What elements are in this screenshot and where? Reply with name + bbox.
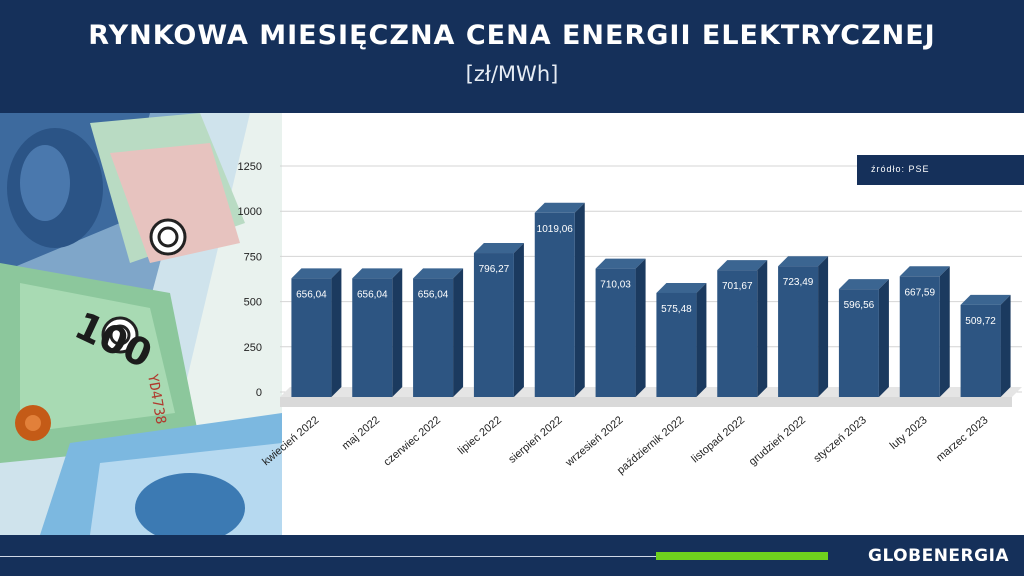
bar-top: [778, 256, 829, 267]
bar-front: [352, 278, 393, 397]
x-tick-label: styczeń 2023: [811, 414, 868, 465]
bar-side: [574, 202, 585, 397]
x-tick-label: grudzień 2022: [747, 414, 808, 468]
x-tick-label: lipiec 2022: [456, 414, 504, 457]
bar-value-label: 701,67: [722, 281, 753, 292]
bar-value-label: 667,59: [904, 287, 935, 298]
bars: 656,04 656,04 656,04 796,27 1019,06 710,03 575…: [291, 202, 1011, 397]
floor-surface: [280, 387, 1022, 397]
bar: 723,49: [778, 256, 829, 397]
bar: 575,48: [656, 282, 707, 397]
x-tick-label: wrzesień 2022: [563, 414, 626, 469]
bar-value-label: 509,72: [965, 316, 996, 327]
bar: 656,04: [352, 268, 403, 397]
bar-top: [413, 268, 464, 279]
y-axis-ticks: 0 250 500 750 1000 1250: [238, 161, 262, 399]
footer-bar: GLOBENERGIA: [0, 535, 1024, 576]
y-tick-label: 250: [244, 342, 262, 354]
y-tick-label: 500: [244, 297, 262, 309]
bar: 701,67: [717, 260, 768, 397]
bar-front: [473, 253, 514, 397]
bar-value-label: 656,04: [296, 289, 327, 300]
x-tick-label: marzec 2023: [934, 414, 990, 464]
source-label-box: źródło: PSE: [857, 155, 1024, 185]
x-tick-label: maj 2022: [340, 414, 382, 452]
x-tick-label: październik 2022: [615, 414, 686, 477]
bar-front: [778, 266, 819, 397]
bar: 656,04: [291, 268, 342, 397]
bar-value-label: 796,27: [479, 264, 510, 275]
bar-front: [291, 278, 332, 397]
bar-side: [513, 243, 524, 397]
x-tick-label: listopad 2022: [689, 414, 747, 465]
y-tick-label: 750: [244, 251, 262, 263]
bar-side: [392, 268, 403, 397]
bar-value-label: 1019,06: [537, 224, 574, 235]
bar-value-label: 575,48: [661, 304, 692, 315]
brand-logo: GLOBENERGIA: [868, 546, 1010, 566]
source-label: źródło: PSE: [871, 164, 930, 174]
bar-front: [413, 278, 454, 397]
bar-side: [818, 256, 829, 397]
bar-front: [656, 292, 697, 397]
bar-side: [453, 268, 464, 397]
y-tick-label: 1000: [238, 206, 262, 218]
y-tick-label: 0: [256, 387, 262, 399]
bar-top: [717, 260, 768, 271]
x-tick-label: czerwiec 2022: [381, 414, 443, 468]
bar-front: [899, 276, 940, 397]
bar: 796,27: [473, 243, 524, 397]
x-tick-label: luty 2023: [888, 414, 930, 452]
bar-top: [838, 279, 889, 290]
unit-subtitle: [zł/MWh]: [465, 62, 559, 86]
x-tick-label: sierpień 2022: [506, 414, 564, 466]
bar-side: [757, 260, 768, 397]
bar-top: [291, 268, 342, 279]
banknotes-image: 100 YD4738: [0, 113, 282, 535]
bar-side: [939, 266, 950, 397]
bar-top: [473, 243, 524, 254]
bar: 656,04: [413, 268, 464, 397]
chart-floor: [280, 387, 1022, 407]
bar: 596,56: [838, 279, 889, 397]
bar: 710,03: [595, 258, 646, 397]
bar-value-label: 723,49: [783, 277, 814, 288]
bar-top: [534, 202, 585, 213]
footer-accent-stripe: [656, 552, 828, 560]
bar-side: [878, 279, 889, 397]
bar-front: [838, 289, 879, 397]
bar: 509,72: [960, 294, 1011, 397]
bar-top: [656, 282, 707, 293]
bar: 667,59: [899, 266, 950, 397]
bar-side: [696, 282, 707, 397]
bar-front: [534, 212, 575, 397]
bar-front: [595, 268, 636, 397]
bar-value-label: 656,04: [418, 289, 449, 300]
bar-front: [960, 304, 1001, 397]
bar-top: [899, 266, 950, 277]
bar-side: [331, 268, 342, 397]
y-tick-label: 1250: [238, 161, 262, 173]
page-title: RYNKOWA MIESIĘCZNA CENA ENERGII ELEKTRYC…: [88, 20, 936, 51]
bar-value-label: 710,03: [600, 280, 631, 291]
bar-chart: 0 250 500 750 1000 1250 656,04 656,04 656,04 796…: [238, 161, 1022, 477]
x-axis-labels: kwiecień 2022 maj 2022 czerwiec 2022 lipiec…: [260, 414, 990, 477]
x-tick-label: kwiecień 2022: [260, 414, 321, 468]
bar-top: [960, 294, 1011, 305]
header-banner: RYNKOWA MIESIĘCZNA CENA ENERGII ELEKTRYC…: [0, 0, 1024, 113]
bar-side: [1000, 294, 1011, 397]
bar-top: [595, 258, 646, 269]
bar-value-label: 656,04: [357, 289, 388, 300]
footer-divider: [0, 556, 660, 557]
floor-front: [280, 397, 1012, 407]
bar: 1019,06: [534, 202, 585, 397]
bar-top: [352, 268, 403, 279]
bar-side: [635, 258, 646, 397]
bar-value-label: 596,56: [844, 300, 875, 311]
bar-front: [717, 270, 758, 397]
